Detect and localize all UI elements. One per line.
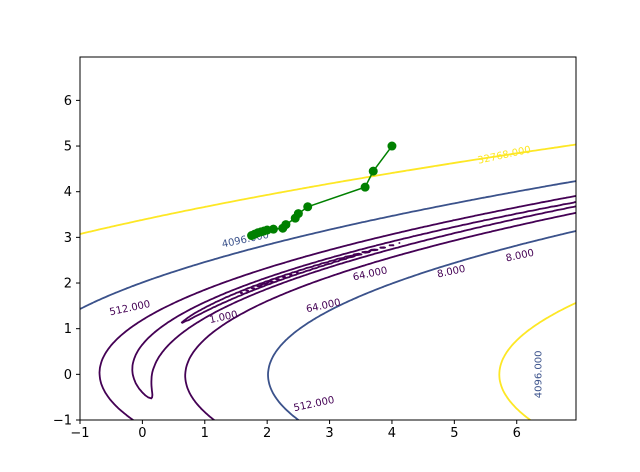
optimization-path (247, 141, 397, 241)
contour-label: 64.000 (305, 297, 342, 315)
contour-label: 8.000 (505, 248, 535, 265)
contour-level-32768 (80, 143, 576, 420)
x-tick-label: 3 (325, 426, 333, 441)
path-point (290, 213, 300, 223)
path-point (387, 141, 397, 151)
x-tick-label: 6 (513, 426, 521, 441)
y-tick-label: 3 (64, 231, 72, 246)
x-tick-label: 1 (201, 426, 209, 441)
x-tick-label: 4 (388, 426, 396, 441)
contour-label: 512.000 (109, 299, 152, 318)
path-point (368, 166, 378, 176)
contour-level-512 (98, 195, 576, 420)
contour-level-1 (239, 271, 299, 294)
x-axis: −1 0 1 2 3 4 5 6 (70, 420, 521, 441)
x-tick-label: 5 (450, 426, 458, 441)
plot-frame (79, 56, 577, 421)
contour-level-4096 (80, 180, 576, 420)
path-point (278, 223, 288, 233)
x-tick-label: −1 (70, 426, 89, 441)
path-point (247, 231, 257, 241)
y-tick-label: 1 (64, 322, 72, 337)
contour-label: 512.000 (293, 395, 336, 414)
y-tick-label: 5 (64, 140, 72, 155)
y-tick-label: 0 (64, 368, 72, 383)
x-tick-label: 2 (263, 426, 271, 441)
path-point (303, 202, 313, 212)
y-tick-label: 6 (64, 94, 72, 109)
contour-label: 32768.000 (477, 145, 532, 167)
contour-level-64 (131, 201, 576, 400)
contour-lines (80, 143, 576, 420)
contour-label: 4096.000 (534, 350, 545, 398)
path-point (360, 182, 370, 192)
y-tick-label: −1 (53, 414, 72, 429)
path-line (251, 145, 393, 237)
x-tick-label: 0 (138, 426, 146, 441)
contour-labels: 32768.0004096.0004096.000512.000512.0006… (109, 145, 545, 415)
y-tick-label: 2 (64, 277, 72, 292)
y-tick-label: 4 (64, 185, 72, 200)
contour-level-8 (180, 242, 401, 324)
y-axis: −1 0 1 2 3 4 5 6 (53, 94, 80, 429)
